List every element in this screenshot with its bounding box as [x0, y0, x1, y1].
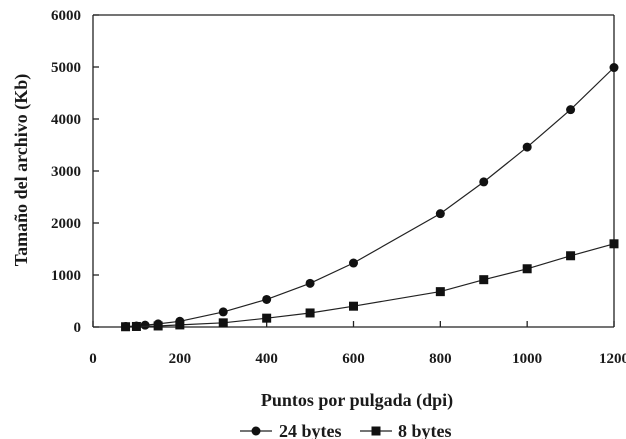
- data-point: [305, 308, 315, 318]
- y-tick-label: 2000: [51, 216, 81, 232]
- data-point: [522, 142, 532, 152]
- data-point: [349, 258, 358, 268]
- data-point: [121, 322, 131, 332]
- series-layer: [121, 63, 619, 332]
- y-axis-label: Tamaño del archivo (Kb): [11, 74, 32, 267]
- data-point: [435, 287, 445, 297]
- data-point: [609, 239, 619, 249]
- x-axis-label: Puntos por pulgada (dpi): [261, 390, 453, 411]
- data-point: [262, 313, 272, 323]
- y-tick-label: 5000: [51, 60, 81, 76]
- x-tick-label: 400: [255, 351, 278, 367]
- data-point: [153, 321, 163, 331]
- legend-item-8-bytes: 8 bytes: [360, 421, 452, 439]
- y-tick-label: 1000: [51, 268, 81, 284]
- x-tick-label: 800: [429, 351, 452, 367]
- y-tick-label: 3000: [51, 164, 81, 180]
- x-tick-label: 0: [89, 351, 97, 367]
- x-tick-label: 600: [342, 351, 365, 367]
- data-point: [566, 105, 576, 115]
- series-line: [125, 67, 615, 328]
- legend-label-24-bytes: 24 bytes: [279, 421, 342, 439]
- data-point: [435, 209, 445, 219]
- x-tick-label: 200: [169, 351, 192, 367]
- data-point: [479, 177, 489, 187]
- x-axis-ticks: 0 200 400 600 800 1000 1200: [89, 321, 626, 367]
- data-point: [131, 321, 141, 331]
- data-point: [140, 320, 150, 330]
- data-point: [479, 275, 489, 285]
- legend-label-8-bytes: 8 bytes: [398, 421, 452, 439]
- data-point: [566, 251, 576, 261]
- plot-frame: [92, 14, 615, 328]
- data-point: [218, 318, 228, 328]
- series-2: [121, 239, 619, 332]
- legend-item-24-bytes: 24 bytes: [240, 421, 342, 439]
- y-tick-label: 4000: [51, 112, 81, 128]
- y-tick-label: 6000: [51, 8, 81, 24]
- data-point: [175, 320, 185, 330]
- data-point: [305, 278, 315, 288]
- x-tick-label: 1200: [599, 351, 626, 367]
- series-1: [121, 63, 619, 331]
- data-point: [609, 63, 619, 73]
- data-point: [218, 307, 228, 317]
- x-tick-label: 1000: [512, 351, 542, 367]
- series-line: [125, 243, 615, 328]
- y-tick-label: 0: [74, 320, 82, 336]
- legend: 24 bytes 8 bytes: [240, 421, 452, 439]
- data-point: [349, 301, 358, 311]
- data-point: [522, 264, 532, 274]
- y-axis-ticks: 0 1000 2000 3000 4000 5000 6000: [51, 8, 99, 336]
- data-point: [262, 294, 272, 304]
